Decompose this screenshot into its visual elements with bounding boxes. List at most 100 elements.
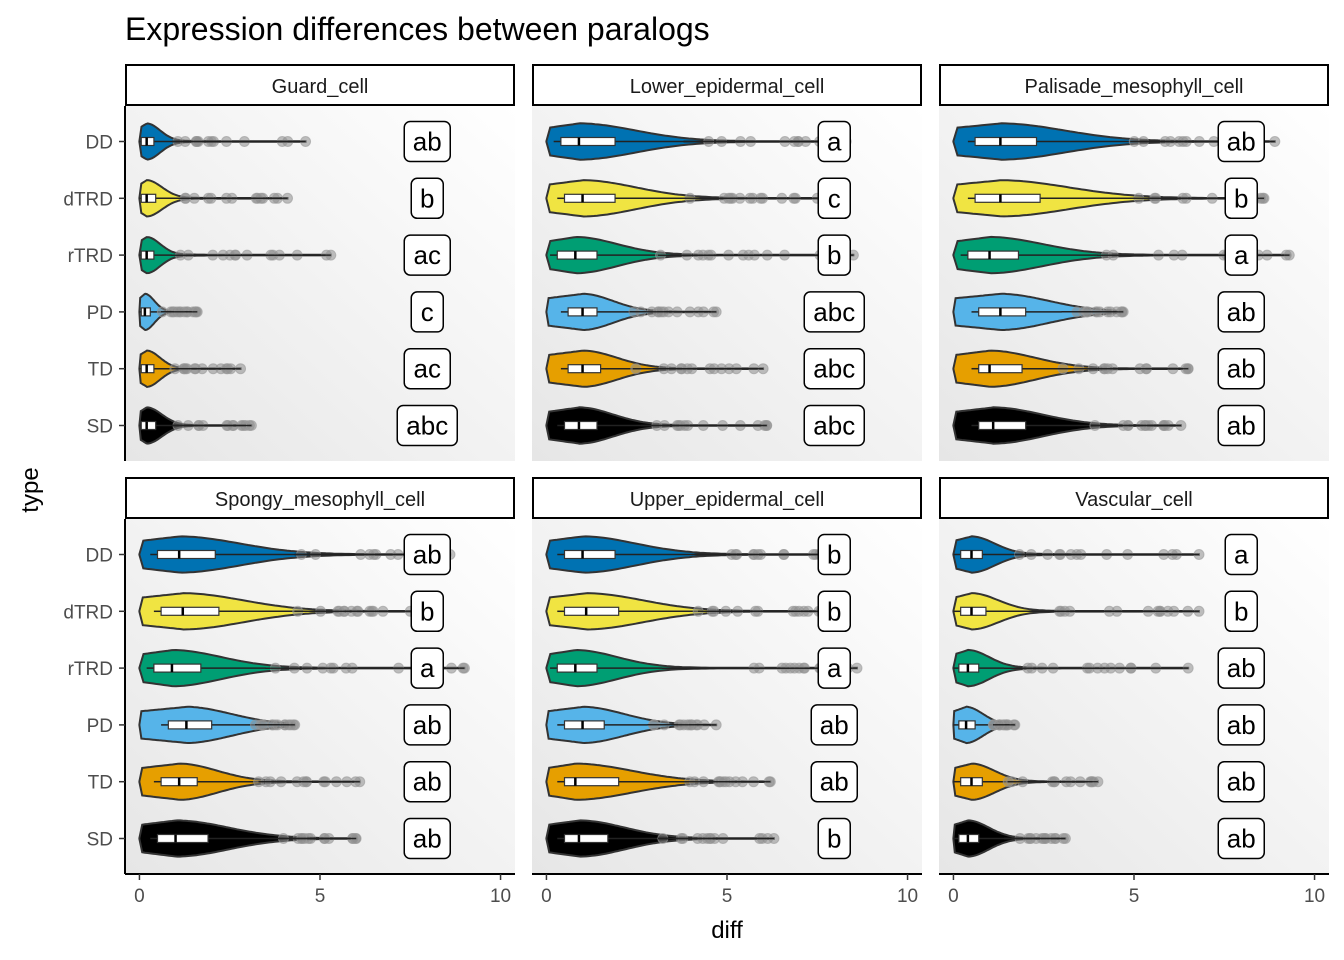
violin-group: ab <box>545 760 858 803</box>
letter-label: abc <box>813 297 855 327</box>
box-iqr <box>153 663 202 673</box>
y-tick-label: PD <box>87 716 113 737</box>
letter-label-box <box>817 120 851 163</box>
box-iqr <box>978 420 1027 431</box>
letter-label: ab <box>820 710 849 740</box>
violin-group: ab <box>952 347 1265 390</box>
letter-label: c <box>421 297 434 327</box>
letter-label: ab <box>1227 297 1256 327</box>
box-iqr <box>560 136 616 147</box>
violin-group: rTRD ac <box>68 234 451 276</box>
letter-label-box <box>410 177 444 220</box>
letter-label: ab <box>413 540 442 570</box>
violin-group: abc <box>545 404 865 447</box>
y-tick-label: dTRD <box>63 189 113 210</box>
facet-panel: Guard_cell DD ab dTRD b rTRD ac PD c TD ac SD abc <box>63 64 515 461</box>
letter-label-box <box>403 760 451 803</box>
strip-label: Upper_epidermal_cell <box>630 489 825 511</box>
violin-group: a <box>952 533 1258 576</box>
violin-group: a <box>952 234 1295 276</box>
letter-label-box <box>1217 291 1265 333</box>
letter-label-box <box>1217 347 1265 390</box>
x-tick-label: 10 <box>1304 886 1325 907</box>
letter-label-box <box>403 120 451 163</box>
violin-group: ab <box>952 817 1265 860</box>
letter-label: ac <box>414 354 441 384</box>
panel-background <box>125 519 515 874</box>
letter-label-box <box>810 704 858 746</box>
letter-label-box <box>403 704 451 746</box>
box-iqr <box>960 606 987 616</box>
letter-label: ab <box>1227 824 1256 854</box>
y-tick-label: DD <box>86 546 113 567</box>
violin-group: rTRD a <box>68 647 470 689</box>
panel-background <box>532 106 922 461</box>
box-iqr <box>563 777 620 787</box>
letter-label: b <box>420 183 434 213</box>
box-iqr <box>556 663 598 673</box>
letter-label: abc <box>813 411 855 441</box>
violin-group: b <box>545 817 851 860</box>
panel-background <box>532 519 922 874</box>
y-tick-label: TD <box>88 773 113 794</box>
y-tick-label: SD <box>87 830 113 851</box>
letter-label-box <box>817 817 851 860</box>
box-iqr <box>563 720 605 730</box>
strip-box <box>125 64 515 106</box>
box-iqr <box>563 420 598 431</box>
strip-box <box>125 477 515 519</box>
box-iqr <box>563 549 616 560</box>
letter-label-box <box>403 347 451 390</box>
y-tick-label: rTRD <box>68 659 113 680</box>
letter-label-box <box>817 647 851 689</box>
letter-label-box <box>410 647 444 689</box>
letter-label-box <box>403 533 451 576</box>
violin-group: b <box>545 533 851 576</box>
letter-label: b <box>1234 596 1248 626</box>
x-tick-label: 0 <box>948 886 959 907</box>
box-iqr <box>563 606 620 616</box>
letter-label-box <box>817 177 851 220</box>
letter-label-box <box>1217 760 1265 803</box>
box-iqr <box>978 364 1023 374</box>
letter-label: b <box>827 240 841 270</box>
y-tick-label: SD <box>87 417 113 438</box>
box-iqr <box>156 833 209 844</box>
strip-box <box>939 477 1329 519</box>
letter-label-box <box>410 590 444 633</box>
strip-label: Lower_epidermal_cell <box>630 76 825 98</box>
letter-label: b <box>1234 183 1248 213</box>
letter-label: ab <box>1227 127 1256 157</box>
violin-group: abc <box>545 291 865 333</box>
letter-label-box <box>1224 177 1258 220</box>
letter-label: a <box>420 653 435 683</box>
strip-label: Spongy_mesophyll_cell <box>215 489 425 511</box>
letter-label-box <box>803 404 865 447</box>
strip-label: Guard_cell <box>272 76 369 98</box>
violin-group: TD ac <box>88 347 451 390</box>
x-axis-title: diff <box>711 917 743 944</box>
letter-label-box <box>403 234 451 276</box>
letter-label-box <box>1224 590 1258 633</box>
letter-label-box <box>1217 704 1265 746</box>
violin-group: SD ab <box>87 817 451 860</box>
box-iqr <box>978 307 1027 317</box>
strip-label: Vascular_cell <box>1075 489 1192 511</box>
x-tick-label: 0 <box>541 886 552 907</box>
y-tick-label: dTRD <box>63 602 113 623</box>
letter-label: ab <box>413 127 442 157</box>
y-tick-label: PD <box>87 303 113 324</box>
box-iqr <box>556 250 598 260</box>
letter-label-box <box>803 291 865 333</box>
violin-group: b <box>952 177 1270 220</box>
violin-group: DD ab <box>86 120 451 163</box>
x-tick-label: 10 <box>897 886 918 907</box>
box-iqr <box>974 136 1038 147</box>
letter-label: a <box>1234 540 1249 570</box>
strip-box <box>532 64 922 106</box>
